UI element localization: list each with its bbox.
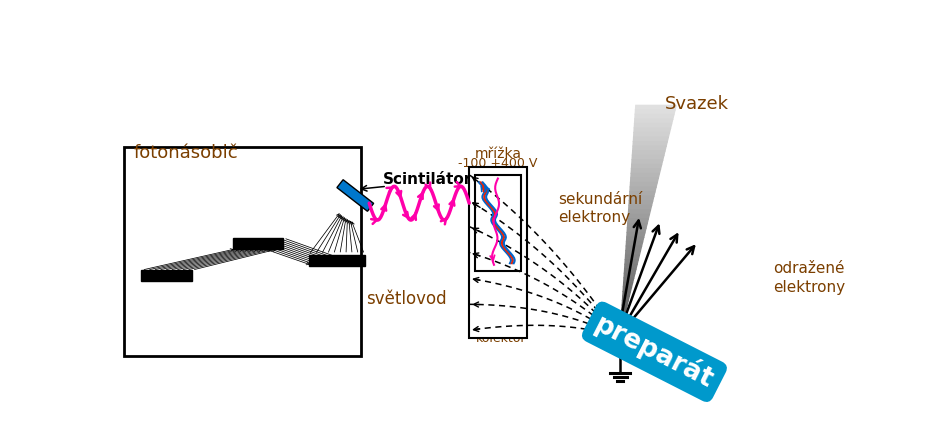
- Polygon shape: [630, 187, 655, 192]
- Polygon shape: [631, 174, 659, 178]
- Polygon shape: [622, 296, 629, 301]
- Polygon shape: [632, 137, 667, 142]
- Polygon shape: [622, 292, 630, 296]
- Polygon shape: [622, 287, 631, 292]
- Polygon shape: [632, 160, 662, 164]
- Polygon shape: [629, 192, 654, 196]
- Text: +10kV: +10kV: [475, 321, 517, 334]
- Text: preparát: preparát: [590, 310, 718, 394]
- Bar: [142, 270, 192, 281]
- Polygon shape: [628, 214, 649, 219]
- Polygon shape: [623, 274, 634, 278]
- Polygon shape: [628, 206, 650, 210]
- Polygon shape: [620, 319, 623, 324]
- Polygon shape: [624, 260, 637, 264]
- Polygon shape: [627, 219, 648, 224]
- Polygon shape: [626, 242, 642, 246]
- Polygon shape: [621, 305, 627, 310]
- Polygon shape: [337, 180, 373, 211]
- Polygon shape: [634, 119, 672, 124]
- Polygon shape: [626, 232, 644, 237]
- Polygon shape: [626, 237, 643, 242]
- Polygon shape: [620, 324, 622, 328]
- Polygon shape: [631, 164, 661, 169]
- Text: sekundární
elektrony: sekundární elektrony: [558, 192, 642, 225]
- Polygon shape: [629, 201, 652, 206]
- Polygon shape: [630, 183, 656, 187]
- Text: mřížka: mřížka: [474, 147, 521, 161]
- Polygon shape: [632, 156, 663, 160]
- Polygon shape: [634, 110, 674, 114]
- Polygon shape: [624, 269, 635, 274]
- Text: světlovod: světlovod: [365, 290, 447, 308]
- Polygon shape: [625, 255, 639, 260]
- Polygon shape: [629, 196, 653, 201]
- Bar: [309, 255, 364, 266]
- Polygon shape: [619, 328, 621, 332]
- Polygon shape: [633, 128, 670, 133]
- Polygon shape: [632, 142, 666, 146]
- Bar: [125, 147, 361, 356]
- Polygon shape: [625, 246, 641, 251]
- Text: -100 +400 V: -100 +400 V: [458, 157, 537, 170]
- Polygon shape: [632, 151, 665, 156]
- Text: Svazek: Svazek: [664, 95, 728, 114]
- Text: fotonásobič: fotonásobič: [133, 144, 238, 162]
- Polygon shape: [628, 210, 649, 214]
- Polygon shape: [620, 314, 624, 319]
- Text: kolektor: kolektor: [475, 332, 526, 345]
- Polygon shape: [625, 251, 640, 255]
- Polygon shape: [627, 228, 646, 232]
- Polygon shape: [632, 146, 666, 151]
- Text: Scintilátor: Scintilátor: [382, 172, 472, 187]
- Text: odražené
elektrony: odražené elektrony: [772, 261, 844, 294]
- Polygon shape: [621, 301, 628, 305]
- Polygon shape: [633, 124, 671, 128]
- Bar: [469, 167, 527, 338]
- Polygon shape: [621, 310, 625, 314]
- Polygon shape: [633, 133, 668, 137]
- Bar: [474, 175, 520, 271]
- Polygon shape: [635, 105, 675, 110]
- Polygon shape: [623, 282, 632, 287]
- Polygon shape: [624, 264, 636, 269]
- Bar: [232, 238, 283, 248]
- Polygon shape: [627, 224, 647, 228]
- Polygon shape: [631, 169, 660, 174]
- Polygon shape: [634, 114, 673, 119]
- Polygon shape: [623, 278, 633, 282]
- Polygon shape: [630, 178, 658, 183]
